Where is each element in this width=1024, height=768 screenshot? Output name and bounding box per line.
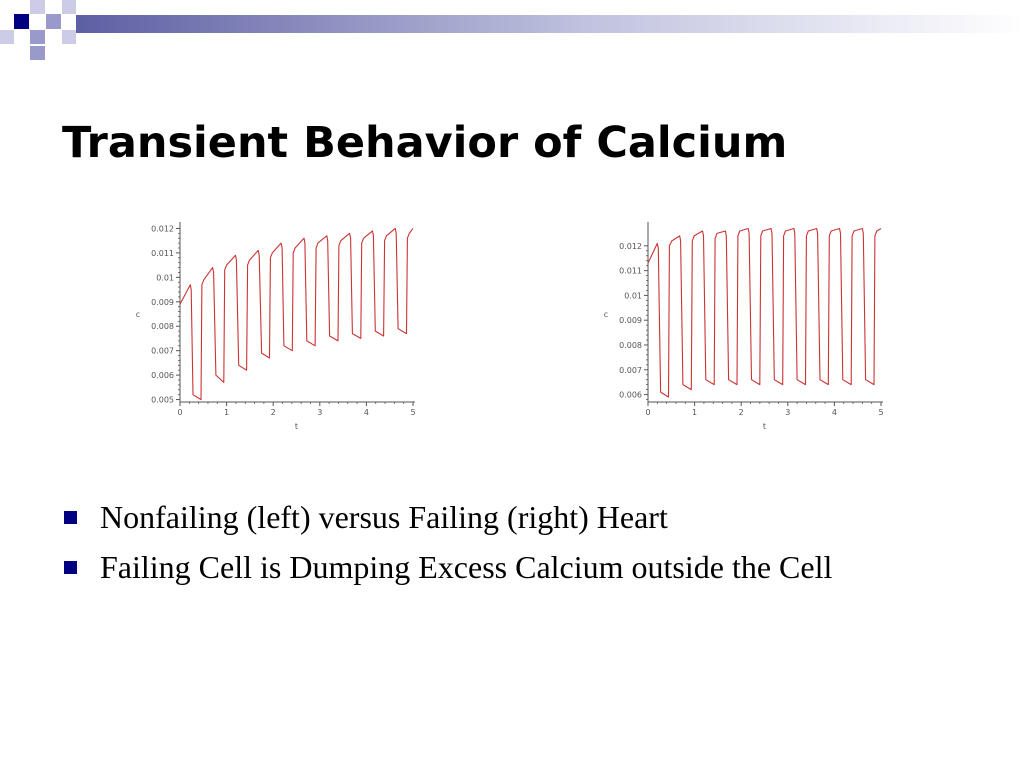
y-tick-label: 0.008 — [619, 341, 642, 350]
y-tick-label: 0.006 — [151, 371, 174, 380]
x-axis-label: t — [295, 422, 298, 431]
decor-square — [30, 30, 45, 44]
x-tick-label: 2 — [271, 408, 276, 417]
y-tick-label: 0.012 — [151, 224, 174, 233]
decor-square — [46, 14, 61, 29]
x-tick-label: 1 — [224, 408, 229, 417]
x-tick-label: 3 — [785, 408, 790, 417]
bullet-list: Nonfailing (left) versus Failing (right)… — [62, 496, 832, 596]
y-tick-label: 0.009 — [619, 316, 642, 325]
y-axis-label: c — [604, 310, 608, 319]
x-tick-label: 3 — [317, 408, 322, 417]
navy-square-bullet-icon — [64, 511, 77, 524]
y-tick-label: 0.009 — [151, 298, 174, 307]
calcium-series-line — [647, 227, 882, 398]
y-tick-label: 0.01 — [624, 291, 642, 300]
x-tick-label: 4 — [364, 408, 369, 417]
y-tick-label: 0.011 — [151, 249, 174, 258]
bullet-text: Nonfailing (left) versus Failing (right)… — [100, 499, 668, 535]
y-axis-label: c — [136, 310, 140, 319]
slide-header-decoration — [0, 0, 1024, 60]
x-tick-label: 2 — [739, 408, 744, 417]
x-tick-label: 0 — [177, 408, 182, 417]
decor-square-dark — [14, 14, 29, 29]
decor-square — [62, 0, 76, 14]
decor-square — [30, 46, 45, 60]
y-tick-label: 0.005 — [151, 396, 174, 405]
bullet-text: Failing Cell is Dumping Excess Calcium o… — [100, 549, 833, 585]
navy-square-bullet-icon — [64, 561, 77, 574]
decor-square — [62, 30, 76, 44]
y-tick-label: 0.012 — [619, 242, 642, 251]
bullet-item: Nonfailing (left) versus Failing (right)… — [62, 496, 832, 546]
nonfailing-heart-chart: 0 1 2 3 4 5 0.012 0.011 0.01 0.009 0.008 0.007 0.006… — [136, 222, 416, 431]
x-axis-label: t — [763, 422, 766, 431]
y-tick-label: 0.011 — [619, 267, 642, 276]
x-tick-label: 0 — [645, 408, 650, 417]
x-tick-label: 5 — [878, 408, 883, 417]
decor-square — [0, 30, 14, 44]
slide-title: Transient Behavior of Calcium — [62, 118, 788, 168]
y-tick-label: 0.007 — [619, 366, 642, 375]
y-tick-label: 0.008 — [151, 322, 174, 331]
bullet-item: Failing Cell is Dumping Excess Calcium o… — [62, 546, 832, 596]
decor-square — [30, 0, 45, 14]
y-tick-label: 0.006 — [619, 391, 642, 400]
header-gradient-band — [76, 15, 1024, 33]
y-tick-label: 0.01 — [156, 273, 174, 282]
x-tick-label: 5 — [410, 408, 415, 417]
failing-heart-chart: 0 1 2 3 4 5 0.012 0.011 0.01 0.009 0.008 0.007 0.006… — [604, 222, 884, 431]
calcium-series-line — [179, 227, 414, 401]
y-tick-label: 0.007 — [151, 347, 174, 356]
x-tick-label: 4 — [832, 408, 837, 417]
x-tick-label: 1 — [692, 408, 697, 417]
